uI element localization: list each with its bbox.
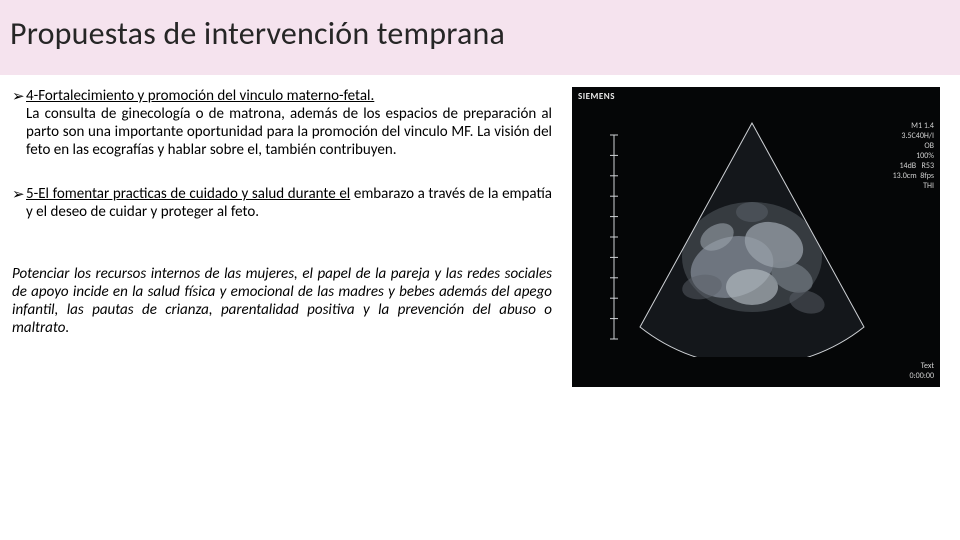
bullet-arrow-icon: ➢ bbox=[12, 87, 26, 159]
bullet-rest: La consulta de ginecología o de matrona,… bbox=[26, 105, 552, 159]
page-title: Propuestas de intervención temprana bbox=[10, 14, 950, 53]
text-column: ➢ 4-Fortalecimiento y promoción del vinc… bbox=[12, 87, 572, 387]
bullet-arrow-icon: ➢ bbox=[12, 185, 26, 221]
bullet-body: 4-Fortalecimiento y promoción del vincul… bbox=[26, 87, 552, 159]
bullet-item: ➢ 4-Fortalecimiento y promoción del vinc… bbox=[12, 87, 552, 159]
ultrasound-brand: SIEMENS bbox=[578, 91, 615, 102]
image-column: SIEMENS M1 1.43.5C40H/IOB100%14dB R5313.… bbox=[572, 87, 940, 387]
ultrasound-image: SIEMENS M1 1.43.5C40H/IOB100%14dB R5313.… bbox=[572, 87, 940, 387]
title-bar: Propuestas de intervención temprana bbox=[0, 0, 960, 75]
content-row: ➢ 4-Fortalecimiento y promoción del vinc… bbox=[0, 75, 960, 387]
closing-paragraph: Potenciar los recursos internos de las m… bbox=[12, 265, 552, 337]
bullet-head: 4-Fortalecimiento y promoción del vincul… bbox=[26, 87, 552, 105]
ultrasound-time: Text0:00:00 bbox=[909, 361, 934, 381]
ultrasound-fan-icon bbox=[602, 117, 902, 357]
bullet-body: 5-El fomentar practicas de cuidado y sal… bbox=[26, 185, 552, 221]
bullet-item: ➢ 5-El fomentar practicas de cuidado y s… bbox=[12, 185, 552, 221]
slide: Propuestas de intervención temprana ➢ 4-… bbox=[0, 0, 960, 540]
bullet-head: 5-El fomentar practicas de cuidado y sal… bbox=[26, 185, 350, 203]
